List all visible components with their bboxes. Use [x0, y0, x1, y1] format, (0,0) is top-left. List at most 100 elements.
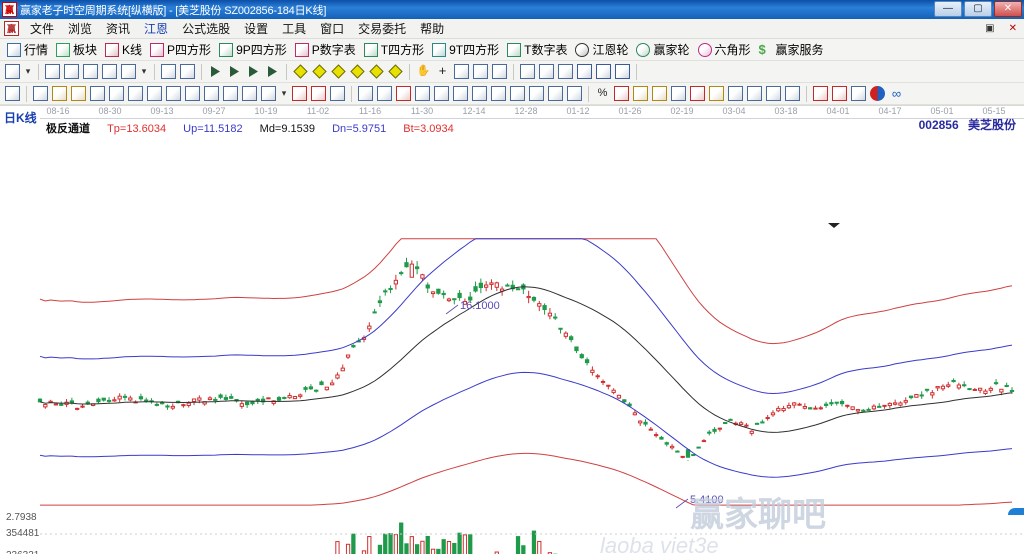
toolbar-button-slash-box-4[interactable] — [783, 84, 802, 104]
toolbar-button-curve-v[interactable] — [470, 84, 489, 104]
toolbar-button-dollar-service[interactable]: $ 赢家服务 — [755, 40, 828, 60]
toolbar-button-red-box-4[interactable] — [830, 84, 849, 104]
toolbar-button-red-box-2[interactable] — [309, 84, 328, 104]
toolbar-button-crosshair-plus[interactable]: + — [433, 62, 452, 82]
minimize-button[interactable]: — — [934, 1, 962, 17]
toolbar-button-crosshair-net[interactable] — [43, 62, 62, 82]
toolbar-button-diamond-h[interactable] — [329, 62, 348, 82]
toolbar-button-step-back[interactable] — [244, 62, 263, 82]
toolbar-button-export-excel[interactable] — [518, 62, 537, 82]
toolbar-button-infinity[interactable]: ∞ — [887, 84, 906, 104]
menu-item-news[interactable]: 资讯 — [106, 22, 131, 36]
toolbar-button-circle-cross[interactable] — [221, 84, 240, 104]
menu-item-tools[interactable]: 工具 — [282, 22, 307, 36]
toolbar-button-slash-box-3[interactable] — [764, 84, 783, 104]
toolbar-button-angle-a[interactable] — [202, 84, 221, 104]
toolbar-button-pen-draw[interactable] — [3, 84, 22, 104]
period-label[interactable]: 日K线 — [4, 111, 37, 125]
price-chart-svg[interactable]: 16.1000 5.4100 — [0, 106, 1024, 515]
toolbar-button-table-box[interactable] — [508, 84, 527, 104]
toolbar-button-pin-tool[interactable] — [119, 62, 138, 82]
toolbar-button-slope-bundle[interactable] — [527, 84, 546, 104]
toolbar-button-grid-overlay[interactable] — [159, 62, 178, 82]
toolbar-button-calculator[interactable] — [537, 62, 556, 82]
toolbar-button-t-square[interactable]: T四方形 — [360, 40, 428, 60]
volume-panel[interactable]: 2.7938 354481 236321 118160 △ 赢家聊吧 laoba… — [0, 496, 1024, 554]
toolbar-button-kline[interactable]: K线 — [101, 40, 146, 60]
toolbar-button-frame-tool[interactable] — [471, 62, 490, 82]
menu-item-formula-screen[interactable]: 公式选股 — [182, 22, 231, 36]
toolbar-button-print-setup[interactable] — [613, 62, 632, 82]
toolbar-button-gann-lines[interactable] — [31, 84, 50, 104]
toolbar-button-pen-angle[interactable] — [669, 84, 688, 104]
toolbar-button-sun-rays[interactable] — [240, 84, 259, 104]
toolbar-button-flag[interactable] — [178, 62, 197, 82]
menu-item-gann[interactable]: 江恩 — [144, 22, 169, 36]
toolbar-button-slope-line[interactable] — [451, 84, 470, 104]
toolbar-button-gold-ratio[interactable] — [50, 84, 69, 104]
toolbar-button-gold-fraction[interactable] — [707, 84, 726, 104]
toolbar-button-slash-box-1[interactable] — [726, 84, 745, 104]
toolbar-button-dropdown-arrow[interactable]: ▾ — [22, 62, 34, 82]
toolbar-button-ellipse[interactable] — [145, 84, 164, 104]
toolbar-button-bar-group-3[interactable] — [100, 62, 119, 82]
kline-chart-panel[interactable]: 日K线 08-16 08-30 09-13 09-27 10-19 11-02 11-16 1… — [0, 105, 1024, 515]
mdi-close-button[interactable]: ✕ — [1008, 23, 1017, 34]
toolbar-button-clipboard[interactable] — [62, 62, 81, 82]
menu-item-help[interactable]: 帮助 — [420, 22, 445, 36]
toolbar-button-fan-box[interactable] — [413, 84, 432, 104]
menu-item-file[interactable]: 文件 — [30, 22, 55, 36]
mdi-restore-button[interactable]: ▣ — [985, 23, 995, 34]
toolbar-button-winner-wheel[interactable]: 赢家轮 — [632, 40, 693, 60]
toolbar-button-hexagon[interactable]: 六角形 — [694, 40, 755, 60]
toolbar-button-gold-ratio-2[interactable] — [69, 84, 88, 104]
toolbar-button-t-number-table[interactable]: T数字表 — [503, 40, 571, 60]
toolbar-button-frame-square[interactable] — [375, 84, 394, 104]
toolbar-button-gold-bars[interactable] — [650, 84, 669, 104]
toolbar-button-gold-circle[interactable] — [631, 84, 650, 104]
menu-item-browse[interactable]: 浏览 — [68, 22, 93, 36]
toolbar-button-bar-group-2[interactable] — [81, 62, 100, 82]
toolbar-button-f-tool[interactable] — [88, 84, 107, 104]
toolbar-button-parallel-lines[interactable] — [164, 84, 183, 104]
toolbar-button-bars-tool[interactable] — [546, 84, 565, 104]
toolbar-button-box-cross[interactable] — [432, 84, 451, 104]
toolbar-button-yinyang[interactable] — [868, 84, 887, 104]
toolbar-button-dropdown-arrow-2[interactable]: ▾ — [138, 62, 150, 82]
toolbar-button-fan-tool[interactable] — [490, 62, 509, 82]
toolbar-button-percent[interactable]: % — [593, 84, 612, 104]
toolbar-button-zigzag[interactable] — [452, 62, 471, 82]
toolbar-button-sector-blocks[interactable]: 板块 — [52, 40, 101, 60]
toolbar-button-save-disk[interactable] — [575, 62, 594, 82]
toolbar-button-slash-box-2[interactable] — [745, 84, 764, 104]
toolbar-button-fan-red[interactable] — [394, 84, 413, 104]
toolbar-button-p-number-table[interactable]: P数字表 — [291, 40, 360, 60]
toolbar-button-slash-tool[interactable] — [565, 84, 584, 104]
toolbar-button-red-box-1[interactable] — [290, 84, 309, 104]
side-panel-toggle[interactable]: ‹ — [1008, 508, 1024, 515]
toolbar-button-arrow-up-n[interactable]: ▾ — [278, 84, 290, 104]
close-button[interactable]: ✕ — [994, 1, 1022, 17]
toolbar-button-diamond-cross[interactable] — [367, 62, 386, 82]
toolbar-button-printer-net[interactable] — [594, 62, 613, 82]
toolbar-button-diamond-full[interactable] — [386, 62, 405, 82]
toolbar-button-magnet[interactable] — [126, 84, 145, 104]
menu-item-settings[interactable]: 设置 — [244, 22, 269, 36]
toolbar-button-jump-first[interactable] — [206, 62, 225, 82]
toolbar-button-step-forward[interactable] — [263, 62, 282, 82]
toolbar-button-notes[interactable] — [556, 62, 575, 82]
toolbar-button-span-arrows[interactable] — [356, 84, 375, 104]
toolbar-button-square-grid[interactable] — [259, 84, 278, 104]
toolbar-button-check-box[interactable] — [849, 84, 868, 104]
toolbar-button-p9-square[interactable]: 9P四方形 — [215, 40, 291, 60]
toolbar-button-t9-square[interactable]: 9T四方形 — [428, 40, 503, 60]
toolbar-button-gann-wheel[interactable]: 江恩轮 — [571, 40, 632, 60]
toolbar-button-red-slope[interactable] — [612, 84, 631, 104]
menu-item-trade[interactable]: 交易委托 — [358, 22, 407, 36]
toolbar-button-grid-net[interactable] — [328, 84, 347, 104]
toolbar-button-calendar-day[interactable] — [3, 62, 22, 82]
toolbar-button-red-box-3[interactable] — [811, 84, 830, 104]
toolbar-button-diamond-1[interactable] — [291, 62, 310, 82]
toolbar-button-grid-square[interactable] — [489, 84, 508, 104]
toolbar-button-quotes-grid[interactable]: 行情 — [3, 40, 52, 60]
